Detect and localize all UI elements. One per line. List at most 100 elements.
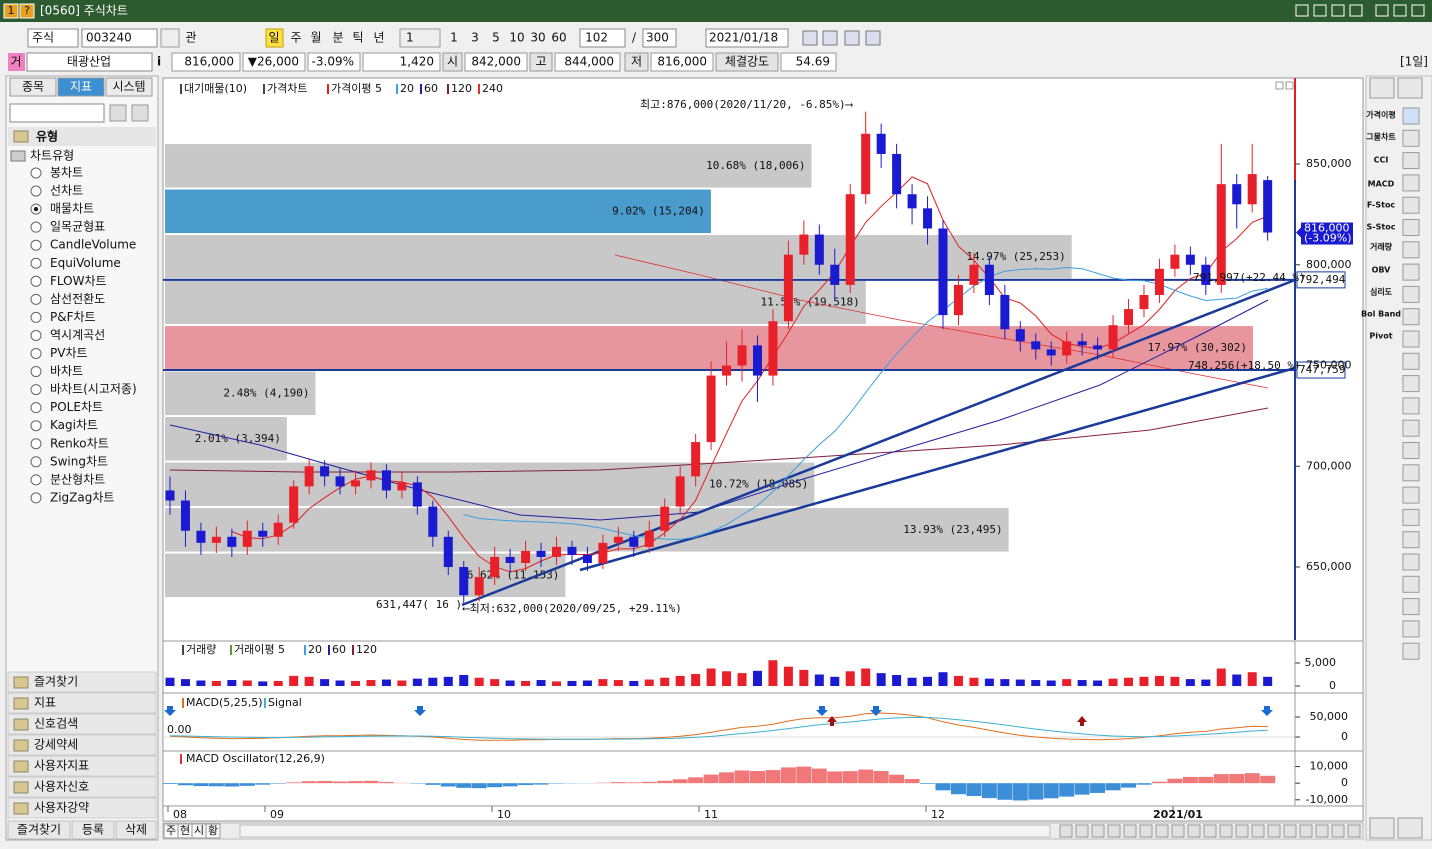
footer-label[interactable]: 즐겨찾기 [17, 823, 61, 837]
download-icon[interactable] [131, 104, 149, 122]
sidebar-tab[interactable] [105, 77, 153, 97]
chart-type-item[interactable]: Renko차트 [50, 436, 109, 450]
minute-button[interactable]: 60 [551, 31, 566, 45]
chart-type-item[interactable]: PV차트 [50, 346, 88, 360]
drawing-tool[interactable] [1402, 129, 1420, 147]
date-input[interactable] [705, 28, 789, 48]
market-combo[interactable] [27, 28, 79, 48]
sidebar-tab-label[interactable]: 시스템 [112, 80, 145, 94]
chart-type-item[interactable]: 선차트 [50, 184, 83, 198]
title-button[interactable] [1313, 4, 1327, 17]
radio[interactable] [30, 366, 42, 378]
tool-icon[interactable] [865, 30, 881, 46]
drawing-tool[interactable] [1402, 486, 1420, 504]
folder-row[interactable] [7, 692, 157, 714]
indicator-button[interactable]: 거래량 [1370, 242, 1393, 252]
radio[interactable] [30, 402, 42, 414]
drawing-tool[interactable] [1402, 107, 1420, 125]
chart-type-item[interactable]: ZigZag차트 [50, 490, 114, 504]
folder-label[interactable]: 강세약세 [34, 737, 78, 752]
indicator-button[interactable]: MACD [1368, 180, 1395, 189]
period-button[interactable]: 일 [268, 31, 279, 45]
drawing-tool[interactable] [1402, 419, 1420, 437]
nav-button[interactable] [1299, 824, 1313, 838]
radio[interactable] [30, 329, 42, 341]
nav-button[interactable] [1235, 824, 1249, 838]
drawing-tool[interactable] [1402, 152, 1420, 170]
indicator-button[interactable]: 가격이평 [1366, 110, 1395, 120]
footer-label[interactable]: 등록 [82, 823, 104, 837]
footer-label[interactable]: 삭제 [125, 823, 147, 837]
drawing-tool[interactable] [1402, 642, 1420, 660]
radio[interactable] [30, 420, 42, 432]
radio[interactable] [30, 239, 42, 251]
nav-button[interactable] [1155, 824, 1169, 838]
bottom-tab[interactable] [205, 823, 221, 839]
nav-button[interactable] [1091, 824, 1105, 838]
nav-button[interactable] [1203, 824, 1217, 838]
indicator-button[interactable]: CCI [1374, 156, 1389, 165]
title-button[interactable] [1393, 4, 1407, 17]
minute-button[interactable]: 1 [450, 31, 458, 45]
drawing-tool[interactable] [1402, 598, 1420, 616]
drawing-tool[interactable] [1402, 330, 1420, 348]
radio[interactable] [30, 384, 42, 396]
interval-combo[interactable] [399, 28, 441, 48]
radio[interactable] [30, 348, 42, 359]
radio[interactable] [30, 185, 42, 197]
drawing-tool[interactable] [1402, 620, 1420, 638]
radio[interactable] [30, 275, 42, 287]
folder-row[interactable] [7, 734, 157, 756]
folder-row[interactable] [7, 713, 157, 735]
chart-type-item[interactable]: P&F차트 [50, 310, 96, 324]
chart-type-item[interactable]: FLOW차트 [50, 274, 107, 288]
title-button[interactable] [1349, 4, 1363, 17]
period-button[interactable]: 틱 [352, 31, 363, 45]
period-button[interactable]: 월 [310, 31, 321, 45]
sidebar-tab-label[interactable]: 종목 [22, 80, 44, 94]
nav-button[interactable] [1283, 824, 1297, 838]
count-input[interactable] [579, 28, 626, 48]
bottom-tab-label[interactable]: 황 [208, 824, 218, 837]
folder-row[interactable] [7, 776, 157, 798]
bottom-tab-label[interactable]: 시 [194, 824, 204, 837]
drawing-tool[interactable] [1402, 508, 1420, 526]
title-button[interactable] [1375, 4, 1389, 17]
chart-type-item[interactable]: 봉차트 [50, 166, 83, 180]
code-input[interactable] [81, 28, 158, 48]
chart-type-item[interactable]: 분산형차트 [50, 472, 105, 486]
folder-label[interactable]: 즐겨찾기 [34, 675, 78, 689]
nav-button[interactable] [1139, 824, 1153, 838]
drawing-tool[interactable] [1402, 285, 1420, 303]
radio[interactable] [30, 474, 42, 486]
title-button[interactable] [1411, 4, 1425, 17]
drawing-tool[interactable] [1402, 442, 1420, 459]
tool-icon[interactable] [822, 30, 838, 46]
chart-type-item[interactable]: 매물차트 [50, 202, 94, 216]
refresh-icon[interactable] [109, 104, 127, 122]
nav-button[interactable] [1251, 824, 1265, 838]
drawing-tool[interactable] [1402, 196, 1420, 214]
minute-button[interactable]: 10 [509, 31, 524, 45]
drawing-tool[interactable] [1402, 174, 1420, 192]
chart-type-item[interactable]: POLE차트 [50, 400, 103, 414]
radio[interactable] [30, 492, 42, 504]
minute-button[interactable]: 5 [492, 31, 500, 45]
drawing-tool[interactable] [1402, 308, 1420, 326]
drawing-tool[interactable] [1402, 553, 1420, 571]
drawing-tool[interactable] [1402, 531, 1420, 549]
drawing-tool[interactable] [1402, 575, 1420, 593]
chart-type-item[interactable]: 바차트 [50, 364, 83, 378]
chart-type-item[interactable]: 일목균형표 [50, 220, 105, 234]
scrollbar[interactable] [239, 824, 1051, 838]
drawing-tool[interactable] [1402, 464, 1420, 482]
drawing-tool[interactable] [1402, 219, 1420, 236]
chart-type-item[interactable]: 바차트(시고저종) [50, 382, 137, 396]
search-box[interactable] [9, 103, 105, 123]
radio[interactable] [30, 257, 42, 269]
radio[interactable] [30, 311, 42, 323]
sidebar-tab[interactable] [9, 77, 57, 97]
sidebar-tab-label[interactable]: 지표 [70, 80, 92, 94]
indicator-button[interactable]: OBV [1372, 266, 1392, 275]
info-button[interactable]: i [157, 55, 161, 69]
